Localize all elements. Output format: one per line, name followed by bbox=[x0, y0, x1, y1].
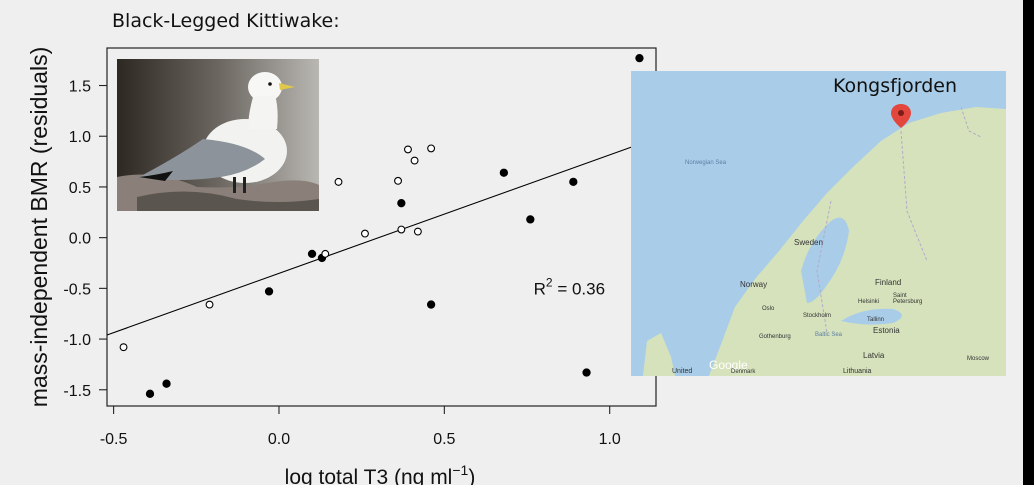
map-label-norwegian-sea: Norwegian Sea bbox=[685, 160, 727, 166]
x-axis-label-main: log total T3 (ng ml bbox=[285, 466, 453, 485]
data-point-open bbox=[394, 176, 402, 185]
data-point-filled bbox=[307, 249, 317, 259]
data-point-filled bbox=[397, 199, 406, 208]
r-squared-sup: 2 bbox=[546, 275, 553, 289]
data-point-filled bbox=[145, 389, 155, 398]
map-label-estonia: Estonia bbox=[873, 326, 900, 335]
slide-title: Black-Legged Kittiwake: bbox=[112, 10, 340, 32]
data-point-open bbox=[404, 145, 412, 154]
data-point-filled bbox=[635, 53, 644, 63]
map-label-finland: Finland bbox=[875, 278, 902, 287]
map-label-lithuania: Lithuania bbox=[843, 368, 872, 375]
map-label-helsinki: Helsinki bbox=[858, 299, 880, 305]
y-tick-label: -1.5 bbox=[63, 383, 91, 400]
x-tick-label: 0.0 bbox=[268, 431, 290, 448]
data-point-filled bbox=[426, 300, 436, 309]
map-label-norway: Norway bbox=[740, 280, 768, 289]
data-point-filled bbox=[264, 287, 274, 296]
data-point-open bbox=[361, 229, 369, 238]
map-label-baltic-sea: Baltic Sea bbox=[815, 332, 843, 338]
data-point-open bbox=[205, 300, 214, 309]
map-label-sweden: Sweden bbox=[794, 238, 823, 247]
data-point-filled bbox=[569, 177, 578, 187]
y-tick-label: 0.0 bbox=[69, 231, 91, 248]
data-point-open bbox=[427, 144, 436, 153]
map-label-oslo: Oslo bbox=[762, 306, 775, 312]
x-axis: -0.5 0.0 0.5 1.0 bbox=[100, 406, 621, 448]
data-point-filled bbox=[162, 379, 171, 388]
r-squared-annotation: R2 = 0.36 bbox=[534, 275, 605, 298]
fit-line bbox=[106, 137, 657, 336]
map-label-stockholm: Stockholm bbox=[803, 313, 832, 319]
data-points bbox=[119, 53, 644, 398]
map-label-tallinn: Tallinn bbox=[867, 317, 885, 323]
map-label-saint-petersburg: Saint Petersburg bbox=[893, 293, 923, 305]
data-point-open bbox=[119, 343, 128, 352]
y-tick-label: 1.5 bbox=[69, 79, 91, 96]
y-tick-label: -1.0 bbox=[63, 332, 91, 349]
r-squared-value: = 0.36 bbox=[553, 279, 605, 298]
map-title: Kongsfjorden bbox=[833, 75, 958, 97]
data-point-open bbox=[321, 249, 330, 258]
map-label-google: Google bbox=[709, 358, 748, 372]
map-label-gothenburg: Gothenburg bbox=[759, 334, 791, 340]
map-panel: Kongsfjorden Norwegian Sea Sweden Norway… bbox=[631, 71, 1006, 376]
data-point-open bbox=[410, 156, 419, 165]
map-label-latvia: Latvia bbox=[863, 351, 885, 360]
x-axis-label-end: ) bbox=[468, 466, 475, 485]
data-point-open bbox=[397, 225, 406, 234]
x-tick-label: -0.5 bbox=[100, 431, 128, 448]
kittiwake-photo-icon bbox=[117, 59, 319, 211]
data-point-open bbox=[334, 177, 343, 186]
data-point-filled bbox=[582, 368, 591, 377]
scandinavia-map bbox=[631, 71, 1006, 376]
x-axis-label: log total T3 (ng ml−1) bbox=[285, 462, 476, 485]
data-point-open bbox=[413, 227, 422, 236]
x-tick-label: 1.0 bbox=[599, 431, 621, 448]
x-tick-label: 0.5 bbox=[433, 431, 455, 448]
map-label-moscow: Moscow bbox=[967, 356, 990, 362]
y-tick-label: -0.5 bbox=[63, 281, 91, 298]
y-axis: -1.5 -1.0 -0.5 0.0 0.5 1.0 1.5 bbox=[63, 79, 107, 400]
y-axis-label: mass-independent BMR (residuals) bbox=[26, 47, 52, 408]
data-point-filled bbox=[499, 168, 509, 177]
y-tick-label: 0.5 bbox=[69, 180, 91, 197]
r-squared-r: R bbox=[534, 279, 546, 298]
x-axis-label-sup: −1 bbox=[452, 462, 468, 478]
map-label-denmark: Denmark bbox=[731, 369, 756, 375]
data-point-filled bbox=[526, 215, 535, 224]
map-label-united: United bbox=[672, 368, 693, 375]
y-tick-label: 1.0 bbox=[69, 129, 91, 146]
